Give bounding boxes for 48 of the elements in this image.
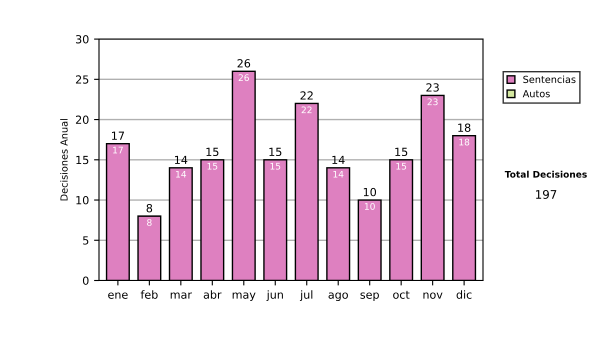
legend-label: Sentencias bbox=[523, 76, 576, 84]
total-label: 15 bbox=[395, 148, 408, 156]
total-label: 17 bbox=[112, 132, 124, 140]
text: 197 bbox=[536, 190, 556, 199]
total-label: 14 bbox=[332, 156, 345, 164]
data-label: 22 bbox=[302, 106, 312, 114]
text: Total Decisiones bbox=[504, 170, 587, 178]
y-tick-label: 20 bbox=[76, 116, 89, 124]
data-label: 26 bbox=[238, 74, 249, 82]
data-label: 14 bbox=[333, 170, 344, 178]
data-label: 15 bbox=[396, 162, 406, 170]
x-tick-label: dic bbox=[456, 290, 472, 299]
total-label: 26 bbox=[238, 59, 250, 68]
x-tick-label: ene bbox=[108, 292, 128, 299]
total-label: 14 bbox=[174, 156, 188, 164]
y-tick-label: 25 bbox=[76, 75, 88, 84]
data-label: 18 bbox=[459, 138, 470, 146]
x-tick-label: jun bbox=[266, 290, 283, 301]
x-tick-label: abr bbox=[204, 290, 222, 299]
legend-label: Autos bbox=[522, 90, 550, 98]
total-label: 23 bbox=[426, 83, 439, 92]
y-tick-label: 15 bbox=[76, 156, 88, 164]
y-tick-label: 0 bbox=[82, 276, 89, 285]
data-label: 14 bbox=[176, 170, 186, 178]
data-label: 15 bbox=[270, 162, 280, 170]
y-axis-title: Decisiones Anual bbox=[60, 119, 68, 200]
total-label: 8 bbox=[146, 204, 152, 212]
x-tick-label: sep bbox=[360, 292, 379, 301]
x-tick-label: oct bbox=[393, 290, 410, 299]
x-tick-label: jul bbox=[300, 290, 312, 301]
y-tick-label: 5 bbox=[83, 236, 88, 245]
y-tick-label: 30 bbox=[76, 35, 89, 44]
x-tick-label: ago bbox=[328, 292, 348, 301]
total-label: 18 bbox=[458, 123, 470, 132]
data-label: 15 bbox=[208, 162, 218, 170]
data-label: 8 bbox=[147, 219, 152, 226]
total-label: 15 bbox=[269, 148, 282, 156]
data-label: 10 bbox=[364, 203, 375, 210]
x-tick-label: mar bbox=[170, 292, 192, 299]
y-tick-label: 10 bbox=[76, 196, 89, 204]
total-label: 22 bbox=[300, 91, 313, 100]
x-tick-label: may bbox=[232, 292, 256, 301]
data-label: 17 bbox=[113, 146, 123, 154]
x-tick-label: feb bbox=[140, 290, 158, 299]
total-label: 15 bbox=[206, 148, 218, 156]
total-label: 10 bbox=[364, 188, 376, 196]
data-label: 23 bbox=[428, 98, 438, 106]
x-tick-label: nov bbox=[423, 292, 443, 299]
